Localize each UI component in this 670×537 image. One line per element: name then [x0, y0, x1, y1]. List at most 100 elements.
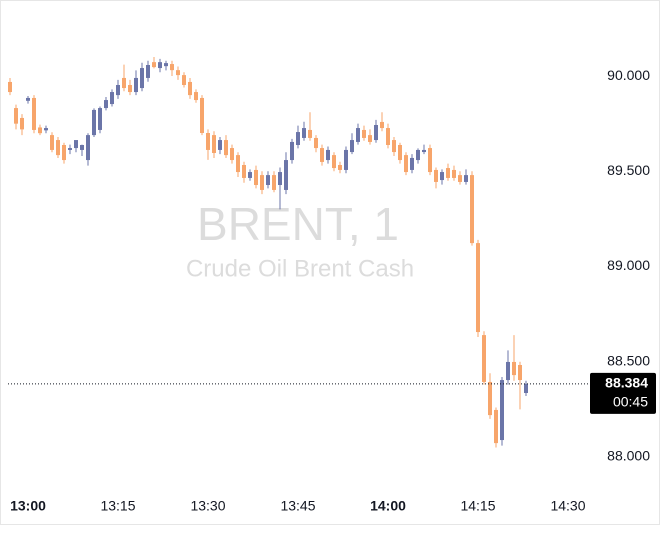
candle-body: [182, 75, 186, 85]
candle-body: [524, 383, 528, 393]
candle-body: [176, 70, 180, 76]
candle-body: [266, 175, 270, 185]
candle-body: [56, 140, 60, 156]
candle-body: [200, 97, 204, 133]
candle-body: [470, 175, 474, 244]
candle-body: [392, 140, 396, 153]
candle-body: [32, 97, 36, 130]
candle-body: [482, 335, 486, 382]
candle-body: [506, 361, 510, 381]
x-tick-label: 13:00: [10, 498, 46, 514]
x-tick-label: 14:00: [370, 498, 406, 514]
candle-body: [314, 137, 318, 149]
x-tick-label: 13:45: [280, 498, 315, 514]
candle-body: [68, 148, 72, 150]
candle-body: [458, 175, 462, 182]
candle-body: [332, 155, 336, 169]
candle-body: [104, 100, 108, 109]
candle-body: [26, 97, 30, 101]
candle-body: [80, 145, 84, 150]
candle-body: [164, 63, 168, 67]
candle-body: [134, 77, 138, 93]
y-tick-label: 89.500: [607, 162, 650, 178]
candle-body: [290, 141, 294, 161]
candle-body: [140, 68, 144, 89]
candle-body: [404, 155, 408, 173]
candle-body: [260, 175, 264, 190]
candle-body: [308, 129, 312, 138]
candle-body: [122, 77, 126, 89]
y-tick-label: 88.000: [607, 448, 650, 464]
candle-body: [350, 140, 354, 153]
candle-body: [440, 172, 444, 181]
x-tick-label: 14:15: [460, 498, 495, 514]
x-tick-label: 13:30: [190, 498, 225, 514]
candle-body: [218, 140, 222, 150]
candle-body: [428, 148, 432, 173]
candle-body: [476, 243, 480, 333]
candle-body: [8, 81, 12, 93]
candle-body: [362, 129, 366, 138]
candle-body: [74, 140, 78, 149]
candle-body: [380, 121, 384, 129]
candle-body: [86, 135, 90, 161]
candle-body: [386, 128, 390, 145]
candle-body: [116, 85, 120, 96]
frame: [0, 0, 660, 525]
candle-body: [224, 140, 228, 156]
candle-body: [374, 125, 378, 141]
candle-body: [230, 148, 234, 161]
candle-body: [434, 169, 438, 182]
countdown-label: 00:45: [613, 394, 648, 410]
candle-body: [38, 127, 42, 134]
candle-body: [500, 380, 504, 441]
candle-body: [152, 62, 156, 68]
candle-body: [272, 175, 276, 190]
x-tick-label: 13:15: [100, 498, 135, 514]
candle-body: [206, 133, 210, 150]
candle-body: [170, 64, 174, 71]
candle-body: [518, 365, 522, 381]
candle-body: [326, 149, 330, 161]
candle-body: [62, 145, 66, 161]
candle-body: [14, 108, 18, 124]
candle-body: [494, 409, 498, 444]
candle-body: [194, 92, 198, 101]
candle-body: [368, 135, 372, 142]
watermark-title: BRENT, 1: [197, 198, 399, 250]
last-price-label: 88.384: [605, 375, 648, 391]
candle-body: [92, 109, 96, 136]
candle-body: [410, 157, 414, 170]
candle-body: [98, 108, 102, 130]
candle-body: [158, 62, 162, 69]
candle-body: [278, 172, 282, 185]
candle-body: [356, 128, 360, 142]
candle-body: [50, 135, 54, 150]
y-tick-label: 88.500: [607, 352, 650, 368]
candle-body: [128, 85, 132, 93]
candle-body: [446, 168, 450, 178]
x-tick-label: 14:30: [550, 498, 585, 514]
y-tick-label: 89.000: [607, 257, 650, 273]
candle-body: [338, 165, 342, 170]
candle-body: [44, 128, 48, 131]
candle-body: [188, 81, 192, 96]
candle-body: [20, 117, 24, 130]
candle-body: [464, 175, 468, 182]
candle-body: [416, 149, 420, 161]
candle-body: [422, 149, 426, 153]
candle-body: [254, 169, 258, 185]
y-tick-label: 90.000: [607, 67, 650, 83]
candle-body: [284, 160, 288, 190]
candle-body: [296, 132, 300, 145]
candle-body: [212, 135, 216, 153]
candle-body: [344, 149, 348, 170]
candle-body: [302, 128, 306, 138]
candle-body: [242, 165, 246, 178]
candle-body: [398, 145, 402, 161]
candle-body: [248, 172, 252, 178]
watermark-subtitle: Crude Oil Brent Cash: [186, 255, 414, 282]
candle-body: [320, 148, 324, 162]
candle-body: [236, 155, 240, 173]
